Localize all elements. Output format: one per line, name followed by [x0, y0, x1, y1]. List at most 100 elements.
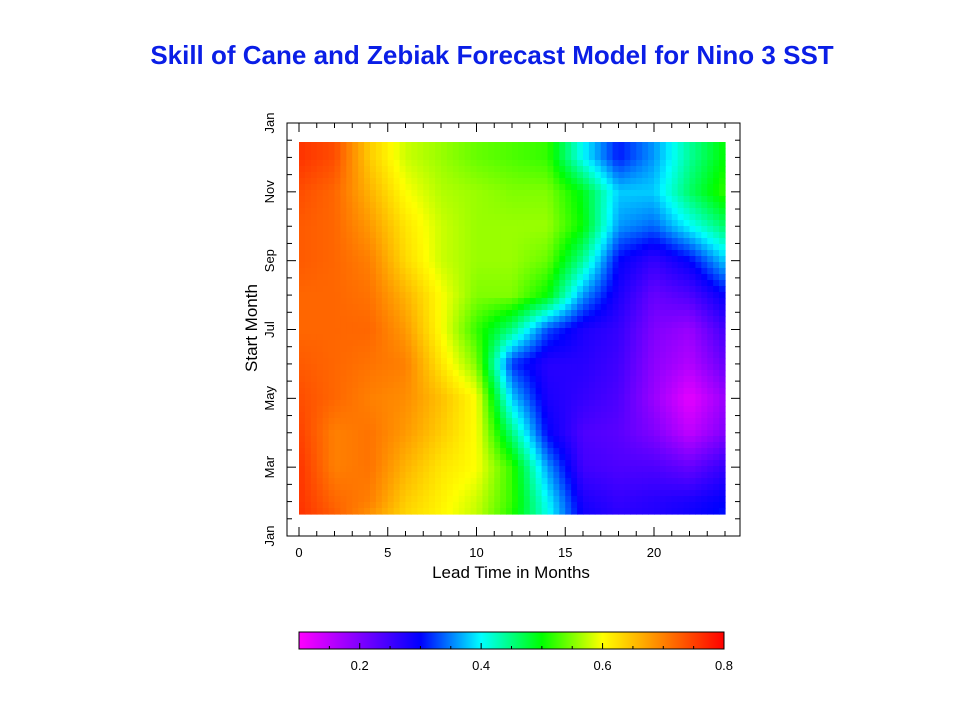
heatmap-cell [648, 346, 655, 353]
heatmap-cell [512, 460, 519, 467]
heatmap-cell [494, 346, 501, 353]
heatmap-cell [506, 262, 513, 269]
heatmap-cell [470, 268, 478, 275]
heatmap-cell [713, 388, 720, 395]
heatmap-cell [381, 406, 389, 413]
heatmap-cell [642, 490, 649, 497]
heatmap-cell [630, 508, 637, 515]
heatmap-cell [411, 502, 418, 509]
heatmap-cell [441, 388, 448, 395]
heatmap-cell [405, 346, 413, 353]
heatmap-cell [624, 304, 631, 311]
heatmap-cell [488, 490, 495, 497]
heatmap-cell [517, 442, 525, 449]
heatmap-cell [571, 322, 578, 329]
heatmap-cell [375, 340, 383, 347]
heatmap-cell [583, 304, 590, 311]
heatmap-cell [328, 346, 336, 353]
heatmap-cell [713, 436, 720, 443]
heatmap-cell [707, 196, 714, 203]
heatmap-cell [594, 490, 602, 497]
heatmap-cell [648, 172, 655, 179]
heatmap-cell [577, 310, 584, 317]
heatmap-cell [636, 346, 643, 353]
heatmap-cell [636, 496, 643, 503]
heatmap-cell [553, 232, 560, 239]
heatmap-cell [665, 208, 673, 215]
heatmap-cell [304, 322, 312, 329]
heatmap-cell [446, 196, 454, 203]
heatmap-cell [671, 262, 679, 269]
heatmap-cell [316, 184, 324, 191]
heatmap-cell [482, 322, 489, 329]
heatmap-cell [583, 160, 590, 167]
heatmap-cell [399, 316, 407, 323]
heatmap-cell [713, 190, 720, 197]
heatmap-cell [523, 196, 531, 203]
heatmap-cell [299, 316, 306, 323]
heatmap-cell [654, 442, 661, 449]
heatmap-cell [683, 316, 691, 323]
heatmap-cell [506, 238, 513, 245]
heatmap-cell [529, 382, 537, 389]
heatmap-cell [299, 448, 306, 455]
heatmap-cell [659, 154, 667, 161]
heatmap-cell [358, 376, 365, 383]
heatmap-cell [659, 448, 667, 455]
heatmap-cell [411, 274, 418, 281]
heatmap-cell [352, 328, 359, 335]
heatmap-cell [559, 232, 566, 239]
heatmap-cell [618, 400, 626, 407]
heatmap-cell [488, 226, 495, 233]
heatmap-cell [429, 484, 436, 491]
heatmap-cell [452, 208, 460, 215]
heatmap-cell [393, 340, 401, 347]
heatmap-cell [340, 142, 347, 149]
heatmap-cell [429, 232, 436, 239]
heatmap-cell [328, 322, 336, 329]
heatmap-cell [553, 262, 560, 269]
heatmap-cell [446, 412, 454, 419]
heatmap-cell [559, 268, 566, 275]
heatmap-cell [689, 436, 697, 443]
heatmap-cell [304, 316, 312, 323]
heatmap-cell [683, 238, 691, 245]
heatmap-cell [588, 280, 596, 287]
heatmap-cell [358, 196, 365, 203]
heatmap-cell [594, 244, 602, 251]
heatmap-cell [405, 442, 413, 449]
heatmap-cell [588, 358, 596, 365]
heatmap-cell [517, 184, 525, 191]
heatmap-cell [677, 298, 685, 305]
heatmap-cell [411, 298, 418, 305]
heatmap-cell [547, 346, 555, 353]
heatmap-cell [405, 166, 413, 173]
heatmap-cell [352, 424, 359, 431]
heatmap-cell [523, 274, 531, 281]
heatmap-cell [719, 196, 726, 203]
heatmap-cell [441, 376, 448, 383]
heatmap-cell [441, 508, 448, 515]
heatmap-cell [565, 262, 572, 269]
heatmap-cell [316, 424, 324, 431]
heatmap-cell [370, 166, 377, 173]
heatmap-cell [328, 382, 336, 389]
heatmap-cell [512, 208, 519, 215]
heatmap-cell [571, 508, 578, 515]
heatmap-cell [618, 310, 626, 317]
heatmap-cell [482, 184, 489, 191]
heatmap-cell [310, 376, 318, 383]
heatmap-cell [334, 508, 342, 515]
heatmap-cell [512, 172, 519, 179]
heatmap-cell [446, 310, 454, 317]
heatmap-cell [405, 328, 413, 335]
heatmap-cell [677, 220, 685, 227]
heatmap-cell [458, 364, 466, 371]
heatmap-cell [648, 430, 655, 437]
heatmap-cell [707, 418, 714, 425]
heatmap-cell [482, 286, 489, 293]
heatmap-cell [529, 400, 537, 407]
heatmap-cell [719, 232, 726, 239]
heatmap-cell [435, 262, 442, 269]
heatmap-cell [553, 292, 560, 299]
